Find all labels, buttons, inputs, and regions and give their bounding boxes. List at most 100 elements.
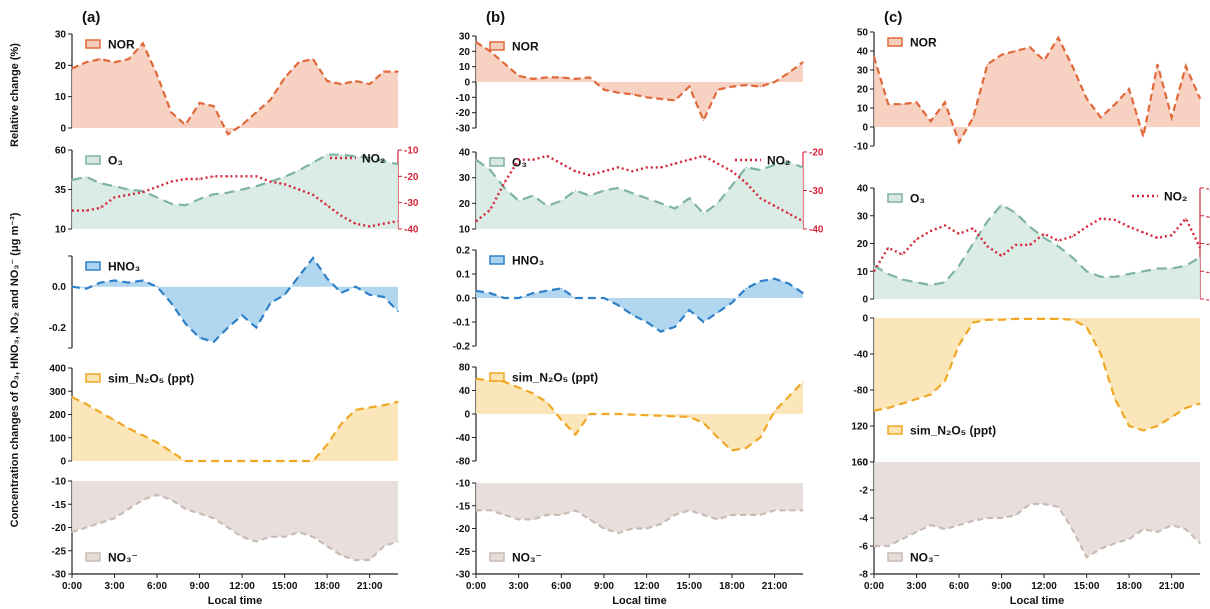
data-point-nor bbox=[326, 80, 328, 82]
data-point-no3 bbox=[142, 499, 144, 501]
legend-no2: NO₂ bbox=[1132, 190, 1187, 204]
y-tick-label: -30 bbox=[456, 124, 471, 135]
data-point-o3 bbox=[1043, 237, 1045, 239]
data-point-no3 bbox=[802, 509, 804, 511]
data-point-hno3 bbox=[354, 286, 357, 288]
data-point-n2o5 bbox=[340, 423, 342, 425]
data-point-no2 bbox=[972, 227, 974, 229]
data-point-n2o5 bbox=[383, 404, 385, 406]
series-line-no3 bbox=[71, 493, 399, 562]
data-point-nor bbox=[156, 74, 158, 76]
legend-nor: NOR bbox=[887, 36, 937, 50]
data-point-no2 bbox=[532, 159, 534, 161]
y2-tick-label: -8 bbox=[1206, 267, 1210, 278]
y-tick-label: 60 bbox=[55, 146, 67, 157]
data-point-nor bbox=[284, 77, 286, 79]
subplot-no3: 0 -2 -4 -6 -8 NO₃⁻ bbox=[859, 458, 1201, 581]
data-point-no2 bbox=[546, 155, 548, 157]
data-point-n2o5 bbox=[1071, 319, 1073, 321]
legend-swatch bbox=[887, 37, 903, 47]
data-point-o3 bbox=[1185, 265, 1187, 267]
data-point-no2 bbox=[142, 191, 144, 193]
data-point-n2o5 bbox=[617, 413, 619, 415]
data-point-nor bbox=[788, 72, 790, 74]
data-point-o3 bbox=[340, 154, 342, 156]
data-point-nor bbox=[213, 105, 215, 107]
data-point-nor bbox=[1142, 135, 1144, 138]
series-area-o3 bbox=[72, 154, 398, 229]
panel-b: (b) -30 -20 -10 0 10 20 30 NOR 10 20 30 40 -20 -30 -40 O… bbox=[453, 9, 824, 607]
data-point-no3 bbox=[227, 526, 229, 529]
data-point-n2o5 bbox=[213, 460, 215, 462]
data-point-nor bbox=[269, 99, 271, 101]
data-point-o3 bbox=[802, 166, 804, 168]
data-point-o3 bbox=[745, 166, 747, 168]
data-point-no2 bbox=[518, 159, 520, 161]
data-point-nor bbox=[887, 103, 889, 105]
y-tick-label: -40 bbox=[456, 433, 471, 444]
data-point-no3 bbox=[589, 518, 591, 521]
data-point-o3 bbox=[184, 204, 186, 206]
legend-swatch bbox=[887, 425, 903, 435]
subplot-nor: -30 -20 -10 0 10 20 30 NOR bbox=[456, 32, 804, 135]
data-point-no2 bbox=[354, 223, 357, 225]
data-point-o3 bbox=[326, 154, 328, 156]
data-point-no3 bbox=[383, 545, 385, 547]
data-point-o3 bbox=[1156, 267, 1159, 270]
data-point-no3 bbox=[156, 494, 158, 496]
data-point-no3 bbox=[660, 523, 662, 525]
data-point-n2o5 bbox=[631, 414, 634, 416]
data-point-nor bbox=[546, 76, 548, 78]
y-tick-label: -10 bbox=[456, 93, 471, 104]
panel-label: (c) bbox=[884, 9, 902, 26]
data-point-hno3 bbox=[369, 294, 371, 296]
data-point-nor bbox=[199, 102, 201, 104]
data-point-n2o5 bbox=[674, 415, 676, 417]
data-point-no2 bbox=[1086, 226, 1088, 228]
subplot-o3no2: 0 10 20 30 40 -2 -4 -6 -8 -10 O₃ NO₂ bbox=[857, 184, 1210, 306]
data-point-nor bbox=[1171, 116, 1173, 119]
data-point-no2 bbox=[1156, 237, 1159, 239]
data-point-n2o5 bbox=[560, 419, 562, 421]
data-point-no3 bbox=[1128, 538, 1130, 540]
data-point-no2 bbox=[1071, 236, 1073, 238]
data-point-nor bbox=[986, 63, 989, 65]
data-point-o3 bbox=[774, 164, 776, 166]
data-point-o3 bbox=[574, 189, 577, 192]
data-point-o3 bbox=[354, 155, 357, 157]
data-point-no3 bbox=[503, 514, 505, 516]
legend-label: NOR bbox=[910, 36, 937, 50]
data-point-n2o5 bbox=[298, 460, 300, 462]
panel-c: (c) -10 0 10 20 30 40 50 NOR 0 10 20 30 40 -2 -4 -6 -8 -10… bbox=[851, 9, 1210, 607]
data-point-no2 bbox=[802, 220, 804, 222]
data-point-n2o5 bbox=[944, 380, 946, 382]
x-tick-label: 18:00 bbox=[1116, 581, 1142, 592]
legend-no3: NO₃⁻ bbox=[887, 551, 940, 565]
data-point-o3 bbox=[170, 203, 172, 205]
data-point-no2 bbox=[383, 223, 385, 225]
x-tick-label: 9:00 bbox=[594, 581, 614, 592]
data-point-n2o5 bbox=[788, 395, 790, 397]
legend-swatch bbox=[489, 372, 505, 382]
data-point-no2 bbox=[574, 170, 577, 172]
data-point-nor bbox=[631, 93, 634, 95]
x-tick-label: 15:00 bbox=[676, 581, 702, 592]
data-point-o3 bbox=[660, 202, 662, 204]
data-point-nor bbox=[113, 61, 116, 63]
data-point-nor bbox=[731, 86, 733, 88]
data-point-no2 bbox=[1043, 233, 1045, 235]
y-tick-label: -20 bbox=[456, 108, 471, 119]
data-point-no3 bbox=[745, 514, 747, 516]
y-tick-label: 10 bbox=[857, 104, 869, 115]
x-tick-label: 9:00 bbox=[992, 581, 1012, 592]
data-point-n2o5 bbox=[1171, 416, 1173, 418]
data-point-no3 bbox=[199, 512, 201, 515]
data-point-no2 bbox=[873, 270, 875, 272]
legend-swatch bbox=[489, 552, 505, 562]
legend-label: O₃ bbox=[910, 192, 925, 206]
data-point-hno3 bbox=[199, 337, 201, 339]
y-tick-label: 0.0 bbox=[456, 294, 470, 305]
data-point-o3 bbox=[298, 169, 300, 172]
data-point-hno3 bbox=[688, 309, 690, 311]
data-point-o3 bbox=[603, 189, 605, 192]
